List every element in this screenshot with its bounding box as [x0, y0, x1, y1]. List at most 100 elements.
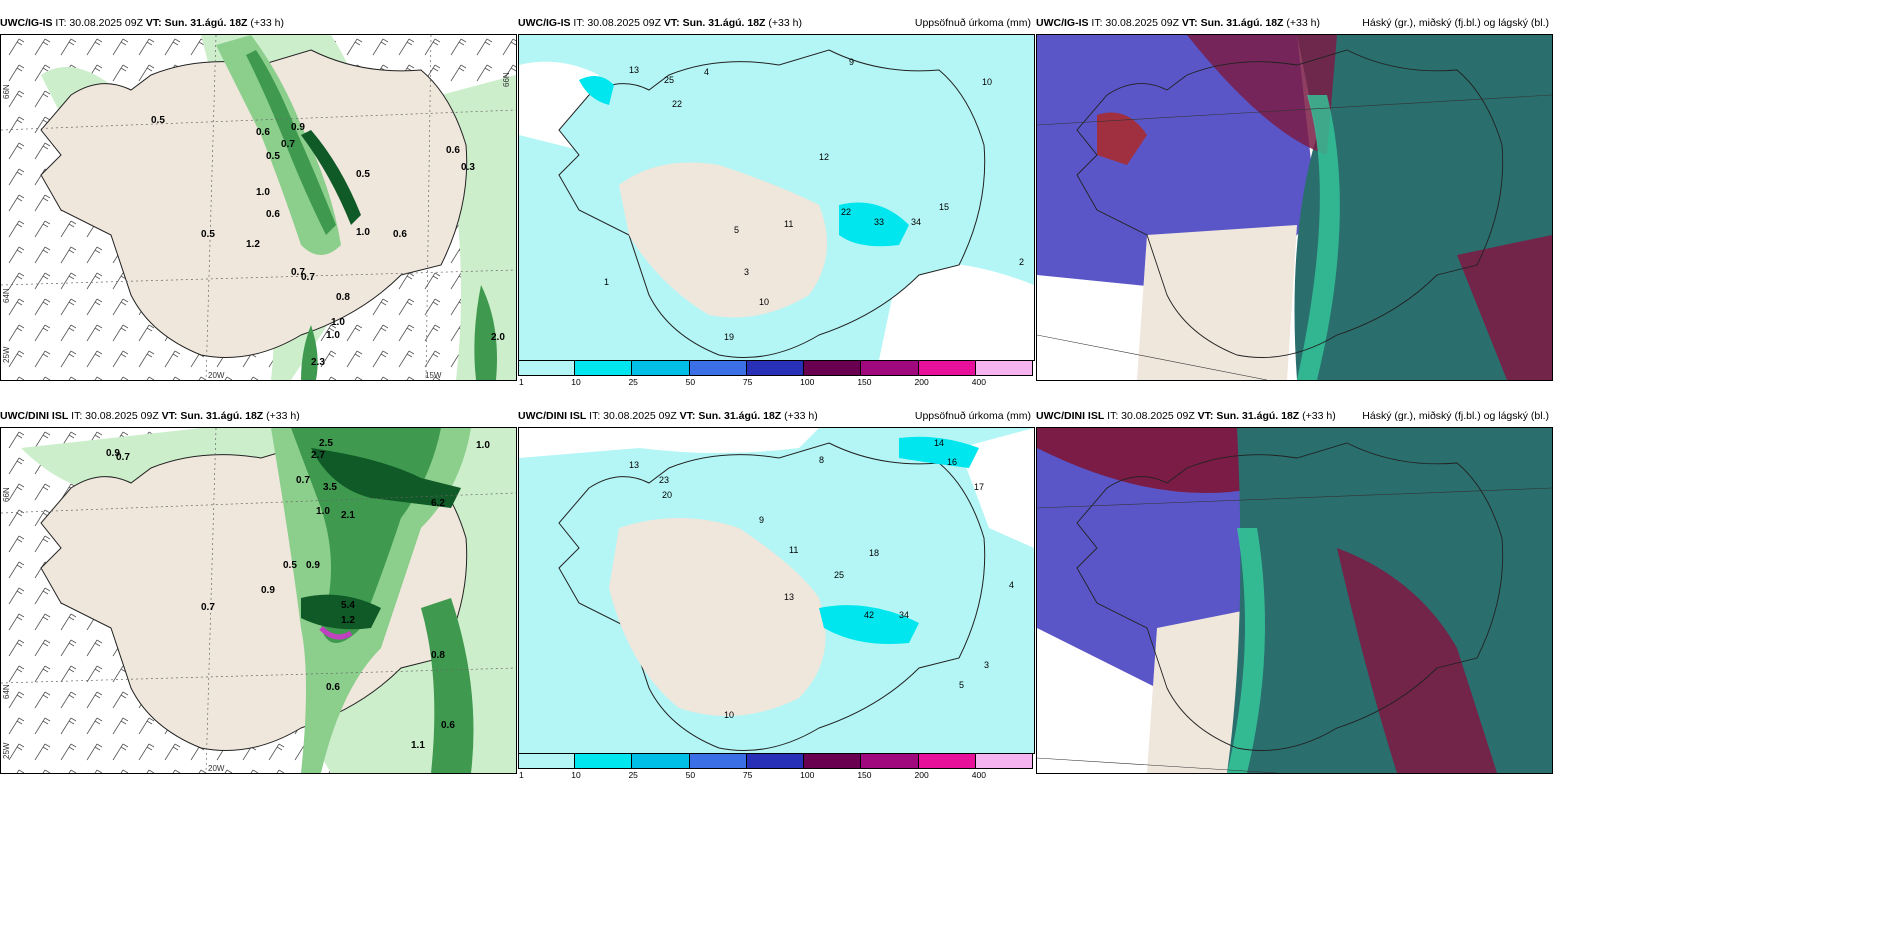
colorbar-swatch [746, 753, 805, 769]
colorbar-tick: 75 [742, 770, 753, 780]
lon-label: 20W [208, 764, 225, 773]
value-label: 0.7 [296, 475, 310, 486]
value-label: 9 [849, 57, 854, 67]
colorbar-swatch [918, 753, 976, 769]
value-label: 2.7 [311, 450, 325, 461]
accum-values: 13 23 20 14 16 17 25 18 42 34 13 9 11 10… [629, 438, 1014, 720]
panel-header: UWC/DINI ISL IT: 30.08.2025 09Z VT: Sun.… [518, 407, 1035, 425]
map-precip-wind[interactable]: 0.9 0.7 3.5 2.7 2.5 6.2 0.7 1.0 2.1 0.5 … [0, 427, 517, 774]
value-label: 0.7 [301, 272, 315, 283]
field-title: Háský (gr.), miðský (fj.bl.) og lágský (… [1362, 410, 1549, 422]
value-label: 0.6 [441, 720, 455, 731]
lon-label: 15W [425, 371, 442, 380]
value-label: 0.9 [291, 122, 305, 133]
colorbar-swatch [632, 753, 690, 769]
colorbar-swatch [518, 753, 576, 769]
value-label: 25 [664, 75, 674, 85]
colorbar-swatch [746, 360, 805, 376]
lon-label: 25W [2, 742, 11, 759]
model-name: UWC/IG-IS [1036, 17, 1089, 29]
map-svg: 0.9 0.7 3.5 2.7 2.5 6.2 0.7 1.0 2.1 0.5 … [1, 428, 516, 773]
value-label: 1 [604, 277, 609, 287]
panel-clouds-dini: UWC/DINI ISL IT: 30.08.2025 09Z VT: Sun.… [1036, 407, 1553, 774]
panel-header: UWC/DINI ISL IT: 30.08.2025 09Z VT: Sun.… [0, 407, 517, 425]
colorbar-tick: 400 [971, 377, 986, 387]
map-svg [1037, 428, 1552, 773]
value-label: 34 [911, 217, 921, 227]
value-label: 25 [834, 570, 844, 580]
init-time: IT: 30.08.2025 09Z [1107, 410, 1195, 422]
map-svg [1037, 35, 1552, 380]
map-svg: 13 25 22 9 10 12 22 33 15 2 5 11 3 1 19 … [519, 35, 1034, 360]
value-label: 1.2 [341, 615, 355, 626]
field-title: Uppsöfnuð úrkoma (mm) [914, 410, 1031, 422]
accum-values: 13 25 22 9 10 12 22 33 15 2 5 11 3 1 19 … [604, 57, 1024, 342]
colorbar-tick: 100 [800, 770, 815, 780]
value-label: 0.7 [281, 139, 295, 150]
colorbar: 1 10 25 50 75 100 150 200 400 [518, 360, 1033, 387]
lat-label: 64N [2, 288, 11, 303]
panel-precip-dini: UWC/DINI ISL IT: 30.08.2025 09Z VT: Sun.… [0, 407, 517, 774]
value-label: 10 [982, 77, 992, 87]
value-label: 42 [864, 610, 874, 620]
value-label: 1.0 [476, 440, 490, 451]
colorbar-tick: 1 [519, 377, 524, 387]
value-label: 4 [704, 67, 709, 77]
lead-time: (+33 h) [1302, 410, 1336, 422]
map-clouds[interactable] [1036, 427, 1553, 774]
value-label: 0.7 [291, 267, 305, 278]
value-label: 2.0 [491, 332, 505, 343]
value-label: 1.0 [331, 317, 345, 328]
panel-header: UWC/IG-IS IT: 30.08.2025 09Z VT: Sun. 31… [518, 14, 1035, 32]
panel-accum-dini: UWC/DINI ISL IT: 30.08.2025 09Z VT: Sun.… [518, 407, 1035, 780]
value-label: 33 [874, 217, 884, 227]
value-label: 0.7 [201, 602, 215, 613]
value-label: 19 [724, 332, 734, 342]
map-accum-precip[interactable]: 13 23 20 14 16 17 25 18 42 34 13 9 11 10… [518, 427, 1035, 754]
value-label: 5 [734, 225, 739, 235]
colorbar-tick: 10 [571, 770, 581, 780]
colorbar-tick: 400 [971, 770, 986, 780]
precip-values: 0.5 0.6 0.5 0.7 0.9 0.5 1.0 0.6 1.2 0.5 … [151, 115, 505, 368]
value-label: 2.5 [319, 438, 333, 449]
init-time: IT: 30.08.2025 09Z [573, 17, 661, 29]
panel-precip-ig: UWC/IG-IS IT: 30.08.2025 09Z VT: Sun. 31… [0, 14, 517, 381]
value-label: 10 [724, 710, 734, 720]
lead-time: (+33 h) [784, 410, 818, 422]
value-label: 0.5 [356, 169, 370, 180]
colorbar-tick: 50 [685, 770, 696, 780]
colorbar-tick: 100 [800, 377, 815, 387]
value-label: 17 [974, 482, 984, 492]
value-label: 3 [744, 267, 749, 277]
colorbar-swatch [975, 360, 1033, 376]
map-svg: 13 23 20 14 16 17 25 18 42 34 13 9 11 10… [519, 428, 1034, 753]
colorbar-swatch [689, 360, 747, 376]
value-label: 10 [759, 297, 769, 307]
colorbar-tick: 1 [519, 770, 524, 780]
valid-time: VT: Sun. 31.ágú. 18Z [161, 410, 264, 422]
map-clouds[interactable] [1036, 34, 1553, 381]
value-label: 0.8 [336, 292, 350, 303]
colorbar-tick: 25 [628, 770, 638, 780]
colorbar-tick: 50 [685, 377, 696, 387]
map-accum-precip[interactable]: 13 25 22 9 10 12 22 33 15 2 5 11 3 1 19 … [518, 34, 1035, 361]
value-label: 13 [629, 65, 639, 75]
map-precip-wind[interactable]: 0.5 0.6 0.5 0.7 0.9 0.5 1.0 0.6 1.2 0.5 … [0, 34, 517, 381]
value-label: 5.4 [341, 600, 355, 611]
valid-time: VT: Sun. 31.ágú. 18Z [663, 17, 766, 29]
value-label: 34 [899, 610, 909, 620]
value-label: 12 [819, 152, 829, 162]
value-label: 11 [789, 545, 798, 555]
value-label: 0.9 [261, 585, 275, 596]
value-label: 23 [659, 475, 669, 485]
init-time: IT: 30.08.2025 09Z [55, 17, 143, 29]
colorbar-swatch [918, 360, 976, 376]
field-title: Háský (gr.), miðský (fj.bl.) og lágský (… [1362, 17, 1549, 29]
value-label: 0.3 [461, 162, 475, 173]
value-label: 0.6 [256, 127, 270, 138]
value-label: 22 [672, 99, 682, 109]
value-label: 2.3 [311, 357, 325, 368]
colorbar-swatch [689, 753, 747, 769]
value-label: 1.0 [356, 227, 370, 238]
colorbar-swatch [861, 360, 919, 376]
